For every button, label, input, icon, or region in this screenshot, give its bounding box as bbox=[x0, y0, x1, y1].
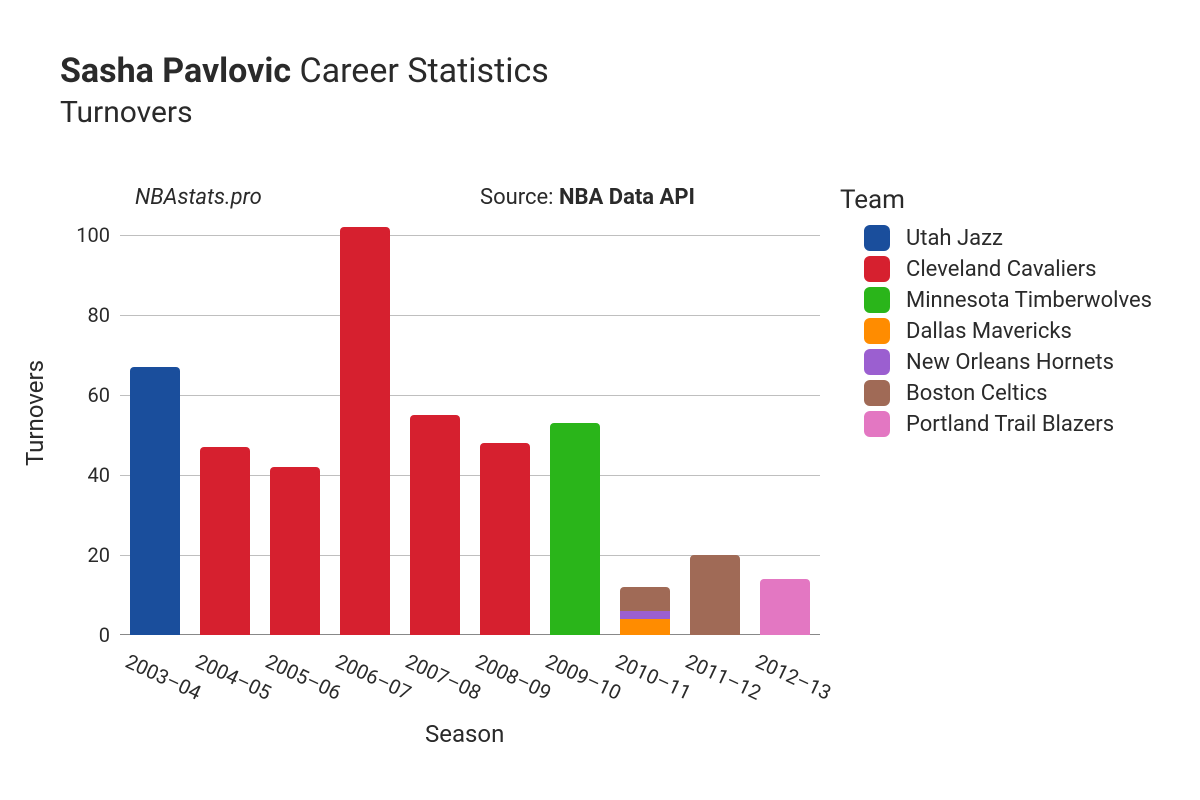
legend-label: Utah Jazz bbox=[906, 226, 1003, 251]
bar-segment bbox=[620, 619, 670, 635]
x-tick-label: 2012–13 bbox=[752, 649, 835, 705]
legend-item: Minnesota Timberwolves bbox=[864, 287, 1152, 313]
bar-segment bbox=[550, 423, 600, 635]
x-axis-title: Season bbox=[425, 720, 504, 748]
legend-item: New Orleans Hornets bbox=[864, 349, 1152, 375]
y-tick-label: 80 bbox=[88, 303, 110, 327]
legend-label: Cleveland Cavaliers bbox=[906, 257, 1096, 282]
bar-column bbox=[200, 447, 250, 635]
legend-item: Cleveland Cavaliers bbox=[864, 256, 1152, 282]
bar-segment bbox=[620, 611, 670, 619]
bar-column bbox=[620, 587, 670, 635]
legend-label: Portland Trail Blazers bbox=[906, 412, 1114, 437]
source-value: NBA Data API bbox=[559, 185, 695, 210]
title-player: Sasha Pavlovic bbox=[60, 51, 291, 91]
legend-swatch bbox=[864, 287, 890, 313]
legend-item: Utah Jazz bbox=[864, 225, 1152, 251]
legend-label: New Orleans Hornets bbox=[906, 350, 1114, 375]
legend-label: Minnesota Timberwolves bbox=[906, 288, 1152, 313]
bar-column bbox=[270, 467, 320, 635]
x-tick-label: 2008–09 bbox=[472, 649, 555, 705]
bar-segment bbox=[690, 555, 740, 635]
legend-item: Boston Celtics bbox=[864, 380, 1152, 406]
x-tick-label: 2004–05 bbox=[192, 649, 275, 705]
legend-item: Dallas Mavericks bbox=[864, 318, 1152, 344]
x-tick-label: 2011–12 bbox=[682, 649, 765, 705]
legend: Team Utah Jazz Cleveland Cavaliers Minneso… bbox=[840, 185, 1152, 442]
bar-column bbox=[410, 415, 460, 635]
bar-segment bbox=[480, 443, 530, 635]
chart-title: Sasha Pavlovic Career Statistics bbox=[60, 50, 549, 93]
bar-segment bbox=[200, 447, 250, 635]
y-tick-label: 20 bbox=[88, 543, 110, 567]
legend-swatch bbox=[864, 349, 890, 375]
y-axis-title: Turnovers bbox=[21, 360, 49, 466]
x-tick-label: 2006–07 bbox=[332, 649, 415, 705]
gridline bbox=[120, 315, 820, 316]
legend-swatch bbox=[864, 411, 890, 437]
y-tick-label: 40 bbox=[88, 463, 110, 487]
legend-swatch bbox=[864, 318, 890, 344]
legend-swatch bbox=[864, 256, 890, 282]
chart-subtitle: Turnovers bbox=[60, 95, 549, 130]
x-tick-label: 2005–06 bbox=[262, 649, 345, 705]
bar-segment bbox=[340, 227, 390, 635]
y-tick-label: 0 bbox=[99, 623, 110, 647]
bar-segment bbox=[270, 467, 320, 635]
chart-plot-area: 0204060801002003–042004–052005–062006–07… bbox=[120, 215, 820, 635]
source-label: Source: bbox=[480, 185, 559, 210]
bar-segment bbox=[620, 587, 670, 611]
x-tick-label: 2007–08 bbox=[402, 649, 485, 705]
bar-segment bbox=[410, 415, 460, 635]
bar-segment bbox=[130, 367, 180, 635]
x-tick-label: 2003–04 bbox=[122, 649, 205, 705]
bar-column bbox=[760, 579, 810, 635]
bar-column bbox=[480, 443, 530, 635]
watermark-text: NBAstats.pro bbox=[135, 185, 262, 210]
bar-segment bbox=[760, 579, 810, 635]
bar-column bbox=[340, 227, 390, 635]
y-tick-label: 60 bbox=[88, 383, 110, 407]
x-tick-label: 2009–10 bbox=[542, 649, 625, 705]
bar-column bbox=[690, 555, 740, 635]
gridline bbox=[120, 395, 820, 396]
chart-header: Sasha Pavlovic Career Statistics Turnove… bbox=[60, 50, 549, 130]
legend-label: Dallas Mavericks bbox=[906, 319, 1072, 344]
title-rest: Career Statistics bbox=[291, 51, 549, 91]
source-attribution: Source: NBA Data API bbox=[480, 185, 695, 210]
legend-label: Boston Celtics bbox=[906, 381, 1048, 406]
legend-swatch bbox=[864, 225, 890, 251]
y-tick-label: 100 bbox=[76, 223, 110, 247]
legend-item: Portland Trail Blazers bbox=[864, 411, 1152, 437]
legend-swatch bbox=[864, 380, 890, 406]
x-tick-label: 2010–11 bbox=[612, 649, 695, 705]
legend-title: Team bbox=[840, 185, 1152, 215]
gridline bbox=[120, 235, 820, 236]
bar-column bbox=[130, 367, 180, 635]
bar-column bbox=[550, 423, 600, 635]
